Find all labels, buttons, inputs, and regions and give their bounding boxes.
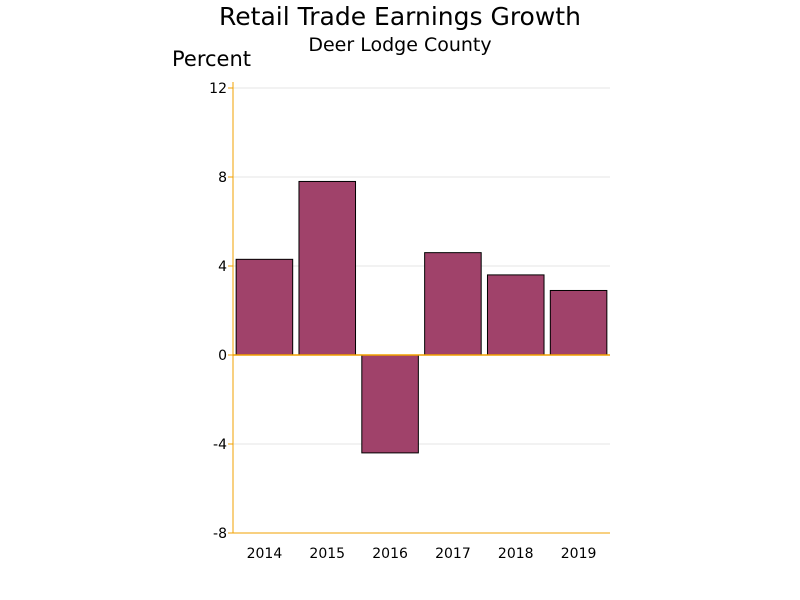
x-tick-label: 2016	[372, 546, 408, 562]
x-tick-label: 2015	[309, 546, 345, 562]
x-tick-label: 2014	[247, 546, 283, 562]
bar-2019	[549, 289, 608, 356]
bar-2018	[486, 274, 545, 356]
axes	[228, 82, 610, 534]
x-tick-label: 2019	[561, 546, 597, 562]
y-tick-label: 8	[218, 170, 227, 186]
bar-2017	[424, 252, 482, 356]
chart-title: Retail Trade Earnings Growth	[219, 2, 581, 31]
x-tick-label: 2018	[498, 546, 534, 562]
bar-2015	[298, 180, 357, 356]
tick-labels: -8 -4 0 4 8 12 2014 2015 2016 2017 2018 2019	[209, 81, 596, 562]
x-tick-label: 2017	[435, 546, 471, 562]
chart-subtitle: Deer Lodge County	[308, 34, 492, 56]
y-tick-label: 0	[218, 348, 227, 364]
bar-2016	[361, 354, 419, 454]
y-tick-label: 4	[218, 259, 227, 275]
y-axis-label: Percent	[172, 47, 252, 71]
bars	[235, 180, 608, 454]
y-tick-label: 12	[209, 81, 227, 97]
bar-2014	[235, 258, 294, 356]
y-tick-label: -8	[213, 526, 227, 542]
y-tick-label: -4	[213, 437, 227, 453]
